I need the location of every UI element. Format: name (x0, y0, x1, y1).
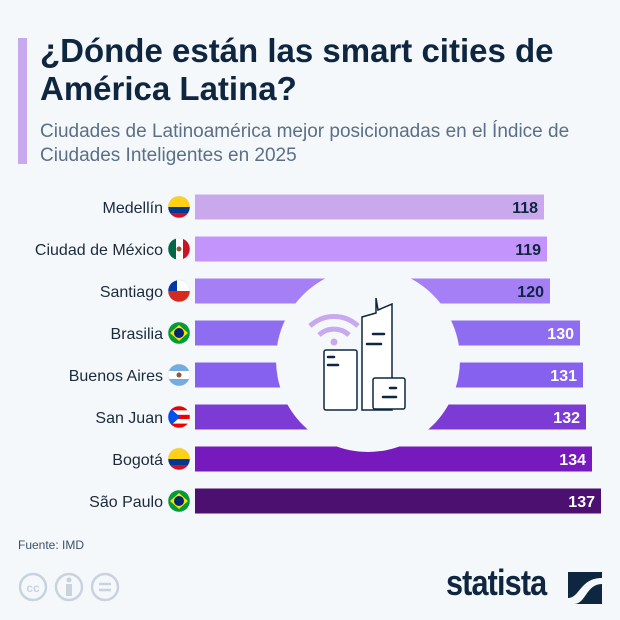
subtitle: Ciudades de Latinoamérica mejor posicion… (40, 121, 570, 166)
value-label: 130 (547, 326, 574, 343)
bar (195, 446, 592, 472)
puerto-rico-flag-icon (167, 405, 191, 429)
category-label: Bogotá (112, 452, 163, 469)
value-label: 137 (568, 494, 595, 511)
smart-city-icon (276, 268, 460, 452)
bar-row: Medellín 118 (103, 194, 544, 220)
brazil-flag-icon (167, 489, 191, 513)
svg-text:cc: cc (26, 581, 40, 595)
colombia-flag-icon (167, 447, 191, 471)
statista-logo: statista (446, 562, 547, 603)
bar-row: Ciudad de México 119 (35, 236, 547, 262)
bar (195, 194, 544, 220)
statista-logo-icon (568, 572, 602, 604)
category-label: Brasilia (111, 326, 164, 343)
mexico-flag-icon (167, 237, 191, 261)
category-label: Ciudad de México (35, 242, 163, 259)
bar-chart: Medellín 118 Ciudad de México 119 Santiago 12… (35, 194, 601, 514)
value-label: 120 (517, 284, 544, 301)
bar-row: Bogotá 134 (112, 446, 592, 472)
value-label: 118 (512, 200, 538, 217)
bar-row: São Paulo 137 (89, 488, 601, 514)
creative-commons-icons: cc (18, 572, 120, 602)
category-label: São Paulo (89, 494, 163, 511)
argentina-flag-icon (167, 363, 191, 387)
source: Fuente: IMD (18, 538, 85, 552)
bar (195, 236, 547, 262)
category-label: Medellín (103, 200, 163, 217)
value-label: 119 (515, 242, 541, 259)
chile-flag-icon (167, 279, 191, 303)
value-label: 134 (559, 452, 586, 469)
cc-icon (18, 572, 48, 602)
attribution-icon (54, 572, 84, 602)
category-label: Santiago (100, 284, 163, 301)
page-title: ¿Dónde están las smart cities de América… (40, 32, 554, 107)
value-label: 131 (550, 368, 577, 385)
no-derivatives-icon (90, 572, 120, 602)
brazil-flag-icon (167, 321, 191, 345)
colombia-flag-icon (167, 195, 191, 219)
bar (195, 488, 601, 514)
value-label: 132 (553, 410, 580, 427)
title-accent-bar (18, 38, 27, 164)
category-label: Buenos Aires (69, 368, 163, 385)
category-label: San Juan (95, 410, 163, 427)
